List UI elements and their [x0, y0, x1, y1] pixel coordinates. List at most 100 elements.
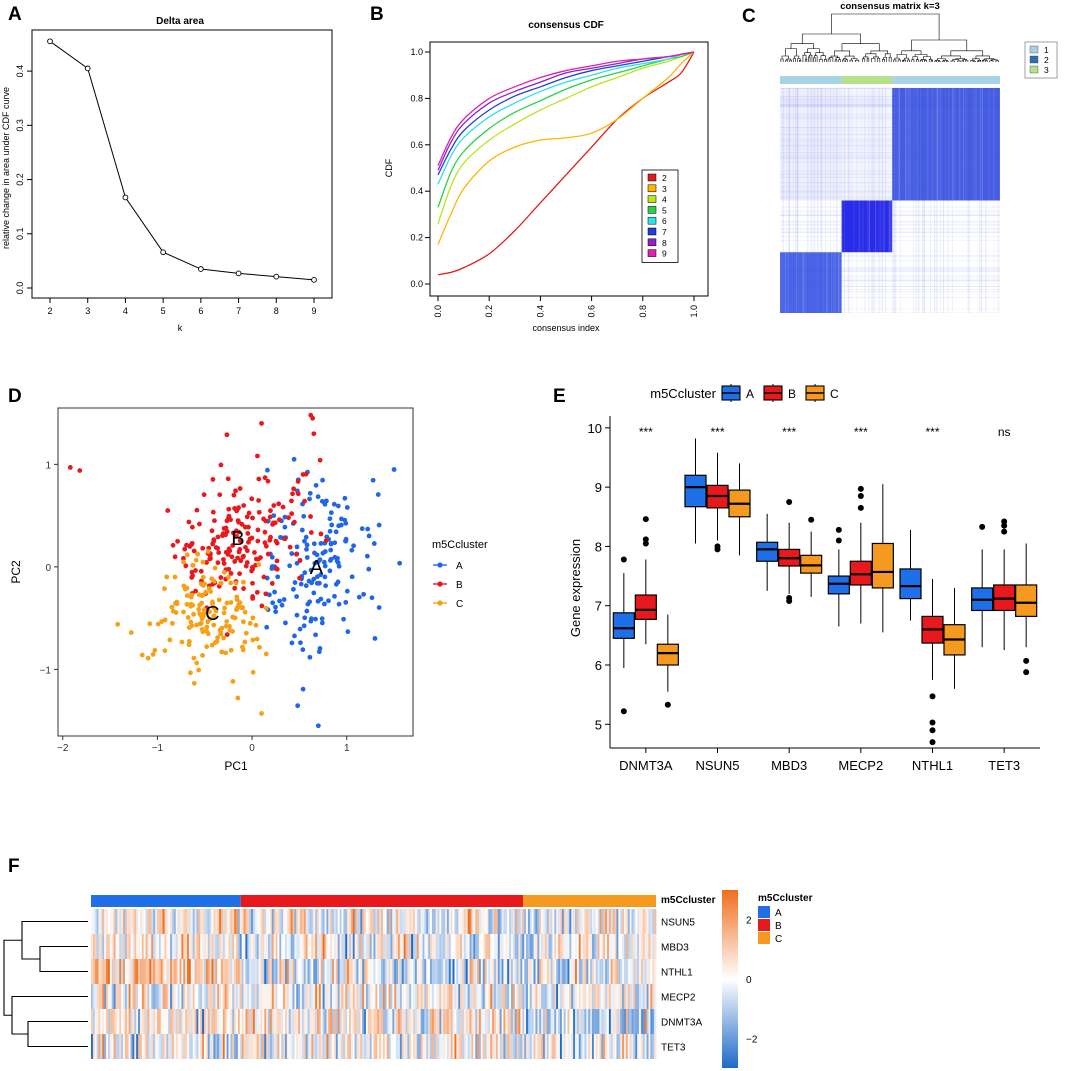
colorbar-tick-0: 2	[746, 916, 752, 927]
scatter-point-B	[237, 571, 242, 576]
dendrogram-branch-c	[951, 51, 983, 56]
scatter-point-B	[263, 540, 268, 545]
dendrogram-branch-c	[923, 57, 930, 60]
scatter-point-B	[212, 518, 217, 523]
scatter-point-B	[175, 539, 180, 544]
dendrogram-branch-c	[883, 59, 885, 62]
heat-cell-DNMT3A	[654, 1009, 656, 1034]
scatter-point-B	[241, 586, 246, 591]
y-axis-title-d: PC2	[9, 560, 23, 584]
significance-TET3: ns	[998, 425, 1011, 439]
scatter-point-A	[305, 543, 310, 548]
data-point-a	[161, 250, 166, 255]
dendrogram-branch-c	[871, 51, 888, 54]
scatter-point-A	[291, 587, 296, 592]
y-axis-e: 5678910	[588, 416, 610, 748]
scatter-point-A	[312, 551, 317, 556]
x-axis-b: 0.0 0.2 0.4 0.6 0.8 1.0	[433, 296, 699, 318]
significance-MECP2: ***	[854, 425, 868, 439]
scatter-point-B	[276, 501, 281, 506]
scatter-point-C	[204, 644, 209, 649]
scatter-point-B	[217, 492, 222, 497]
dendrogram-branch-c	[920, 60, 922, 62]
scatter-point-A	[294, 594, 299, 599]
x-axis-a: 23456789	[47, 298, 316, 316]
dendrogram-branch-c	[902, 61, 904, 62]
scatter-point-C	[208, 589, 213, 594]
scatter-point-B	[273, 520, 278, 525]
dendrogram-branch-c	[996, 61, 999, 62]
dendrogram-branch-c	[842, 44, 879, 51]
outlier-MBD3-C	[808, 517, 814, 523]
scatter-point-C	[188, 670, 193, 675]
scatter-point-C	[129, 630, 134, 635]
dendrogram-branch-c	[808, 57, 810, 62]
scatter-point-C	[200, 629, 205, 634]
scatter-point-B	[311, 431, 316, 436]
scatter-point-B	[202, 492, 207, 497]
scatter-point-B	[226, 507, 231, 512]
dendrogram-branch-c	[982, 60, 984, 62]
scatter-point-B	[268, 535, 273, 540]
dendrogram-branch-c	[889, 57, 891, 62]
outlier-NTHL1-B	[930, 727, 936, 733]
dendrogram-branch-c	[976, 56, 990, 59]
scatter-point-C	[242, 640, 247, 645]
scatter-point-B	[244, 564, 249, 569]
x-tick-label-DNMT3A: DNMT3A	[619, 758, 673, 773]
dendrogram-branch-c	[834, 51, 849, 56]
y-tick-label-a: 0.2	[15, 173, 25, 186]
scatter-point-B	[211, 510, 216, 515]
y-tick-label-e: 10	[588, 421, 602, 436]
scatter-point-A	[311, 591, 316, 596]
cluster-bar-c	[780, 76, 1000, 84]
scatter-point-C	[190, 603, 195, 608]
scatter-point-A	[343, 539, 348, 544]
x-tick-label-NTHL1: NTHL1	[912, 758, 953, 773]
heat-cell-NTHL1	[654, 959, 656, 984]
significance-MBD3: ***	[782, 425, 796, 439]
scatter-point-B	[214, 545, 219, 550]
scatter-point-A	[350, 574, 355, 579]
legend-f: ABC	[758, 906, 782, 945]
scatter-point-A	[332, 502, 337, 507]
dendrogram-branch-c	[913, 57, 917, 60]
scatter-point-A	[335, 556, 340, 561]
scatter-point-B	[245, 548, 250, 553]
dendrogram-branch-c	[791, 44, 813, 49]
panel-d: D −2 −1 0 1 −101 PC1 PC2 ABC m5Ccluster ABC	[8, 386, 488, 773]
scatter-point-B	[261, 517, 266, 522]
y-tick-label-b: 1.0	[410, 47, 423, 57]
scatter-point-A	[366, 567, 371, 572]
x-axis-title-a: k	[178, 323, 183, 333]
data-point-a	[236, 271, 241, 276]
dendrogram-branch-c	[828, 59, 830, 62]
legend-label-k9: 9	[662, 249, 667, 259]
scatter-point-B	[165, 508, 170, 513]
scatter-point-C	[235, 605, 240, 610]
dendrogram-branch-c	[846, 60, 848, 62]
dendrogram-branch-c	[867, 59, 869, 62]
scatter-point-A	[320, 478, 325, 483]
dendrogram-branch-c	[938, 61, 940, 62]
outlier-TET3-B	[1001, 529, 1007, 535]
scatter-point-A	[272, 590, 277, 595]
scatter-point-B	[294, 552, 299, 557]
scatter-point-B	[301, 472, 306, 477]
heat-cell-MECP2	[654, 984, 656, 1009]
scatter-point-B	[240, 555, 245, 560]
dendro-link-nsun5	[22, 922, 88, 960]
scatter-point-B	[238, 486, 243, 491]
dendrogram-branch-c	[790, 60, 792, 62]
scatter-point-B	[271, 503, 276, 508]
scatter-point-B	[292, 520, 297, 525]
scatter-point-B	[216, 560, 221, 565]
dendrogram-branch-c	[941, 56, 960, 59]
x-tick-label-b: 0.2	[484, 305, 494, 318]
y-tick-label-a: 0.0	[15, 282, 25, 295]
scatter-point-C	[239, 605, 244, 610]
dendrogram-branch-c	[803, 55, 806, 62]
colorbar-tick-2: −2	[746, 1034, 758, 1045]
scatter-point-A	[298, 627, 303, 632]
scatter-point-C	[185, 552, 190, 557]
